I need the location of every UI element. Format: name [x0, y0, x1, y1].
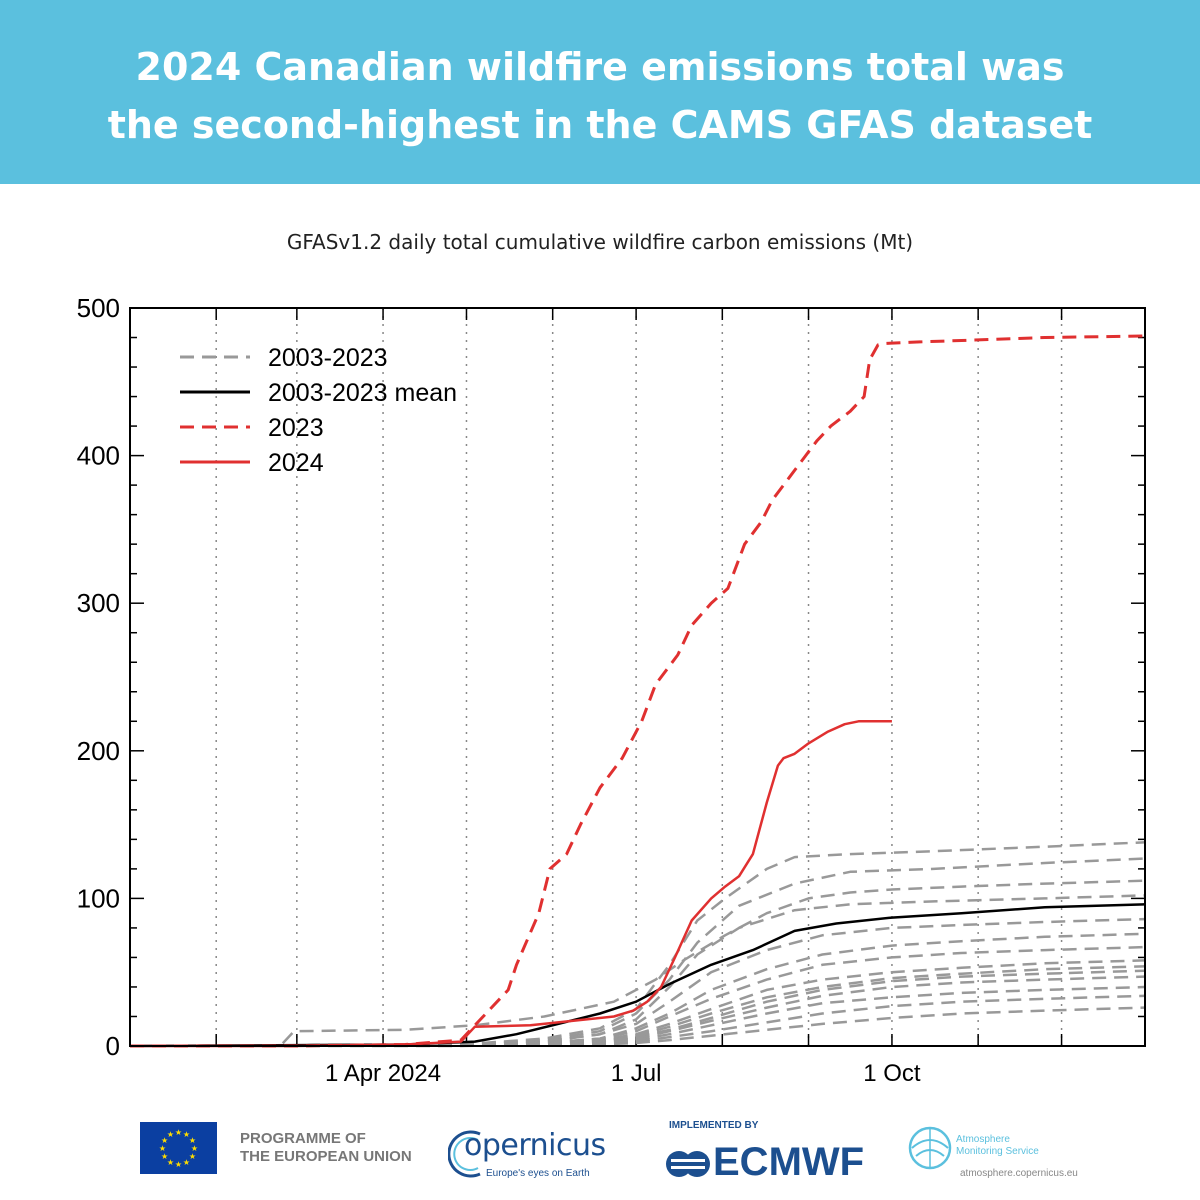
series-line-historical-year — [129, 994, 1146, 1048]
emissions-chart: 0 100 200 300 400 500 1 Apr 2024 1 Jul 1 Oct 2003… — [77, 293, 1146, 1087]
x-tick-label: 1 Jul — [611, 1060, 662, 1087]
series-line-historical-year — [129, 959, 1146, 1048]
series-line-historical-year — [130, 1006, 1146, 1048]
series-line-historical-year — [130, 879, 1146, 1048]
legend-label: 2024 — [268, 449, 324, 477]
plot-frame — [129, 307, 1146, 1047]
copernicus-c-icon — [448, 1130, 481, 1178]
ecmwf-logo: IMPLEMENTED BY ECMWF — [665, 1120, 885, 1190]
x-tick-label: 1 Apr 2024 — [325, 1060, 441, 1087]
series-line-historical-year — [129, 917, 1146, 1048]
eu-programme-text: PROGRAMME OF THE EUROPEAN UNION — [240, 1130, 412, 1165]
series-line-historical-year — [129, 975, 1146, 1048]
y-tick-label: 400 — [77, 441, 120, 471]
y-tick-label: 500 — [77, 293, 120, 323]
cams-name: Atmosphere Monitoring Service — [956, 1134, 1039, 1157]
star-icon: ★ — [167, 1158, 174, 1167]
series-line-historical-year — [129, 985, 1146, 1048]
star-icon: ★ — [183, 1158, 190, 1167]
x-tick-label: 1 Oct — [863, 1060, 921, 1087]
star-icon: ★ — [167, 1130, 174, 1139]
star-icon: ★ — [189, 1136, 196, 1145]
page-title: 2024 Canadian wildfire emissions total w… — [0, 38, 1200, 154]
y-tick-label: 100 — [77, 883, 120, 913]
eu-stars-icon: ★★★★★★★★★ ★ ★★ — [159, 1128, 198, 1169]
copernicus-tagline: Europe's eyes on Earth — [486, 1168, 590, 1179]
eu-flag-logo: ★ ★ ★ ★ ★ ★ ★ ★ ★ ★ ★ ★ — [140, 1122, 217, 1174]
legend-label: 2023 — [268, 414, 324, 442]
cams-globe-icon — [908, 1126, 952, 1170]
series-line-historical-year — [129, 945, 1146, 1048]
star-icon: ★ — [161, 1136, 168, 1145]
footer-logos: ★ ★ ★ ★ ★ ★ ★ ★ ★ ★ ★ ★ PROGRAMME OF THE EUROPEAN U… — [0, 1110, 1200, 1200]
series-line-historical-year — [129, 965, 1146, 1048]
series-line-2023 — [130, 334, 1146, 1048]
header-banner: 2024 Canadian wildfire emissions total w… — [0, 0, 1200, 184]
ecmwf-mark-icon — [666, 1151, 710, 1177]
series-line-historical-year — [129, 857, 1146, 1048]
series-line-historical-year — [129, 841, 1146, 1048]
title-line-2: the second-highest in the CAMS GFAS data… — [107, 103, 1093, 147]
star-icon: ★ — [175, 1160, 182, 1169]
series-line-historical-year — [129, 894, 1146, 1048]
cams-logo: Atmosphere Monitoring Service atmosphere… — [908, 1120, 1078, 1190]
series-line-2024 — [130, 720, 892, 1048]
legend-label: 2003-2023 — [268, 344, 388, 372]
legend-label: 2003-2023 mean — [268, 379, 457, 407]
star-icon: ★ — [159, 1144, 166, 1153]
series-line-2003-2023-mean — [129, 903, 1146, 1048]
star-icon: ★ — [175, 1128, 182, 1137]
series-line-historical-year — [129, 932, 1146, 1048]
chart-title: GFASv1.2 daily total cumulative wildfire… — [286, 230, 914, 254]
implemented-by-label: IMPLEMENTED BY — [669, 1120, 759, 1131]
y-tick-label: 200 — [77, 736, 120, 766]
y-tick-label: 0 — [106, 1031, 120, 1061]
star-icon: ★ — [189, 1152, 196, 1161]
star-icon: ★ — [183, 1130, 190, 1139]
title-line-1: 2024 Canadian wildfire emissions total w… — [135, 45, 1065, 89]
cams-url: atmosphere.copernicus.eu — [960, 1168, 1078, 1179]
copernicus-wordmark: opernicus — [464, 1128, 606, 1163]
star-icon: ★ — [161, 1152, 168, 1161]
copernicus-logo: opernicus Europe's eyes on Earth — [448, 1118, 608, 1184]
series-line-historical-year — [129, 969, 1146, 1048]
ecmwf-wordmark: ECMWF — [713, 1140, 865, 1184]
y-tick-label: 300 — [77, 588, 120, 618]
star-icon: ★ — [191, 1144, 198, 1153]
